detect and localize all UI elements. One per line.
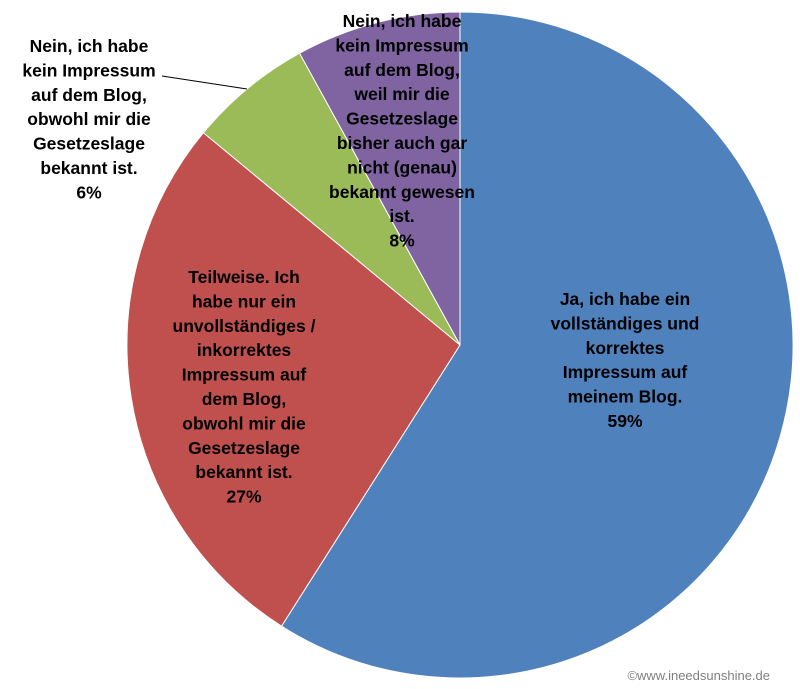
slice-percent-4: 8% xyxy=(389,231,415,251)
slice-label-line: Nein, ich habe xyxy=(30,36,149,56)
slice-label-line: Gesetzeslage xyxy=(33,134,145,154)
slice-label-line: meinem Blog. xyxy=(568,387,683,407)
slice-label-line: Nein, ich habe xyxy=(343,11,462,31)
slice-label-line: unvollständiges / xyxy=(173,316,316,336)
slice-label-1: Ja, ich habe ein vollständiges und korrekt… xyxy=(551,289,700,431)
slice-label-line: bekannt ist. xyxy=(40,158,137,178)
slice-label-line: korrektes xyxy=(586,338,665,358)
slice-label-line: auf dem Blog, xyxy=(344,60,460,80)
copyright-credit: ©www.ineedsunshine.de xyxy=(627,668,770,683)
slice-label-line: nicht (genau) xyxy=(347,157,457,177)
slice-percent-3: 6% xyxy=(76,182,102,202)
slice-label-line: Gesetzeslage xyxy=(188,438,300,458)
slice-label-line: bisher auch gar xyxy=(337,133,468,153)
slice-label-line: ist. xyxy=(389,206,414,226)
slice-label-line: kein Impressum xyxy=(22,60,155,80)
slice-label-line: obwohl mir die xyxy=(27,109,151,129)
slice-label-line: vollständiges und xyxy=(551,313,700,333)
slice-label-line: Impressum auf xyxy=(182,365,307,385)
leader-line xyxy=(161,75,248,90)
slice-label-line: Teilweise. Ich xyxy=(188,267,300,287)
slice-percent-2: 27% xyxy=(226,487,261,507)
slice-label-4: Nein, ich habe kein Impressum auf dem Blog… xyxy=(329,11,475,251)
slice-label-line: Impressum auf xyxy=(563,362,688,382)
slice-label-line: dem Blog, xyxy=(202,389,287,409)
pie-slices xyxy=(126,11,794,679)
pie-slice-1 xyxy=(280,11,794,679)
slice-label-line: habe nur ein xyxy=(192,291,296,311)
pie-slice-2 xyxy=(126,132,461,627)
slice-label-line: obwohl mir die xyxy=(182,413,306,433)
slice-label-line: auf dem Blog, xyxy=(31,85,147,105)
slice-label-line: inkorrektes xyxy=(197,340,292,360)
slice-label-3: Nein, ich habe kein Impressum auf dem Blog… xyxy=(22,36,155,202)
slice-label-line: weil mir die xyxy=(353,84,450,104)
slice-label-line: Gesetzeslage xyxy=(346,109,458,129)
pie-slice-3 xyxy=(202,52,461,346)
slice-label-line: kein Impressum xyxy=(335,35,468,55)
pie-slice-4 xyxy=(298,11,461,346)
slice-label-2: Teilweise. Ich habe nur ein unvollständige… xyxy=(173,267,316,507)
slice-label-line: Ja, ich habe ein xyxy=(560,289,690,309)
slice-label-line: bekannt ist. xyxy=(195,462,292,482)
pie-labels: Ja, ich habe ein vollständiges und korrekt… xyxy=(22,11,699,507)
slice-label-line: bekannt gewesen xyxy=(329,182,475,202)
slice-percent-1: 59% xyxy=(607,411,642,431)
